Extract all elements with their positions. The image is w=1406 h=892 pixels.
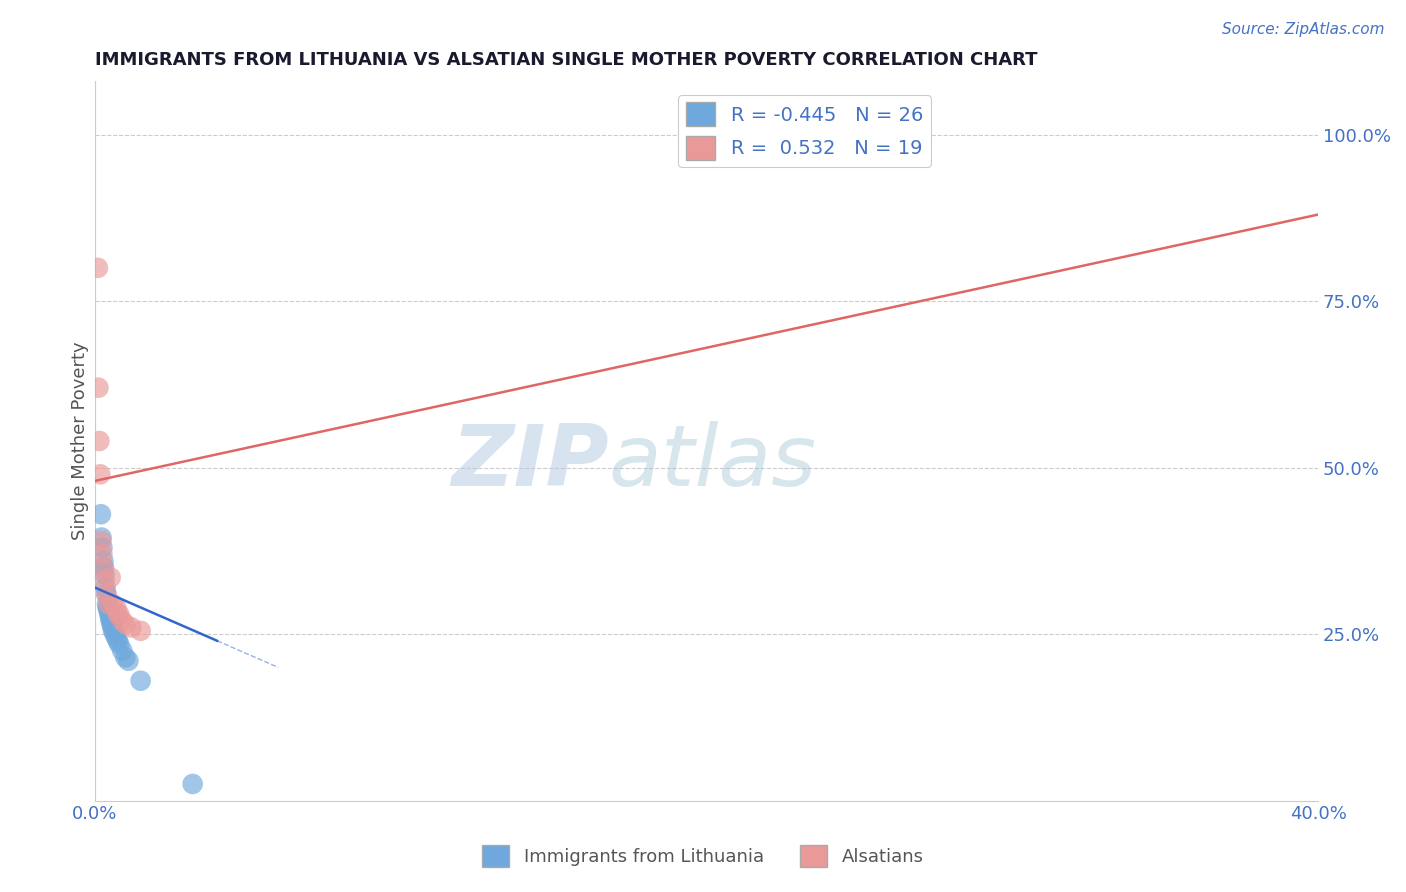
Text: atlas: atlas — [609, 421, 817, 504]
Point — [108, 607, 131, 621]
Point — [97, 597, 120, 611]
Point — [87, 260, 110, 275]
Point — [98, 607, 121, 621]
Point — [129, 624, 152, 638]
Legend: R = -0.445   N = 26, R =  0.532   N = 19: R = -0.445 N = 26, R = 0.532 N = 19 — [678, 95, 931, 168]
Point — [93, 567, 115, 582]
Point — [100, 617, 122, 632]
Y-axis label: Single Mother Poverty: Single Mother Poverty — [72, 342, 89, 541]
Point — [105, 600, 128, 615]
Point — [100, 614, 122, 628]
Point — [111, 614, 134, 628]
Point — [90, 508, 112, 522]
Point — [111, 644, 134, 658]
Point — [114, 650, 136, 665]
Point — [93, 554, 115, 568]
Point — [98, 610, 121, 624]
Point — [104, 627, 127, 641]
Point — [91, 547, 114, 561]
Point — [90, 533, 112, 548]
Point — [181, 777, 204, 791]
Text: IMMIGRANTS FROM LITHUANIA VS ALSATIAN SINGLE MOTHER POVERTY CORRELATION CHART: IMMIGRANTS FROM LITHUANIA VS ALSATIAN SI… — [94, 51, 1038, 69]
Point — [108, 637, 131, 651]
Point — [105, 631, 128, 645]
Point — [107, 633, 129, 648]
Point — [101, 624, 124, 638]
Point — [93, 560, 115, 574]
Point — [91, 541, 114, 555]
Point — [96, 587, 118, 601]
Point — [121, 620, 143, 634]
Legend: Immigrants from Lithuania, Alsatians: Immigrants from Lithuania, Alsatians — [475, 838, 931, 874]
Point — [89, 434, 111, 448]
Point — [101, 597, 124, 611]
Point — [97, 600, 120, 615]
Point — [100, 570, 122, 584]
Point — [129, 673, 152, 688]
Point — [87, 381, 110, 395]
Point — [93, 574, 115, 588]
Point — [97, 604, 120, 618]
Text: Source: ZipAtlas.com: Source: ZipAtlas.com — [1222, 22, 1385, 37]
Point — [94, 581, 117, 595]
Point — [96, 597, 118, 611]
Point — [117, 654, 139, 668]
Text: ZIP: ZIP — [451, 421, 609, 504]
Point — [90, 531, 112, 545]
Point — [93, 560, 115, 574]
Point — [107, 607, 129, 621]
Point — [89, 467, 111, 482]
Point — [101, 620, 124, 634]
Point — [96, 587, 118, 601]
Point — [114, 617, 136, 632]
